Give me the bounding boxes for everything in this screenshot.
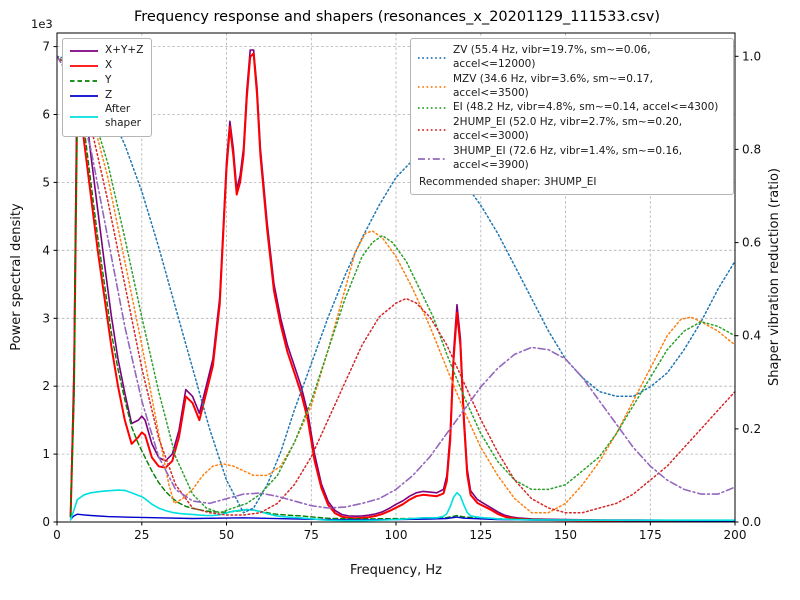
legend-line-sample xyxy=(418,85,446,88)
y-tick-label-right: 0.6 xyxy=(742,236,761,250)
x-tick-label: 150 xyxy=(554,528,577,542)
legend-label: Z xyxy=(105,88,113,101)
y-axis-offset-label: 1e3 xyxy=(31,17,53,31)
series-after-shaper xyxy=(69,489,735,522)
y-tick-label-right: 1.0 xyxy=(742,49,761,63)
y-tick-label-left: 6 xyxy=(42,108,50,122)
legend-line-sample xyxy=(70,94,98,97)
legend-label: EI (48.2 Hz, vibr=4.8%, sm~=0.14, accel<… xyxy=(453,101,719,114)
legend-item-x: X xyxy=(69,59,143,73)
legend-line-sample xyxy=(418,56,446,59)
y-tick-label-left: 4 xyxy=(42,243,50,257)
x-tick-label: 175 xyxy=(639,528,662,542)
legend-line-sample xyxy=(70,64,98,67)
legend-item-z: Z xyxy=(69,89,143,103)
legend-label: MZV (34.6 Hz, vibr=3.6%, sm~=0.17, accel… xyxy=(453,72,653,99)
series-x xyxy=(69,52,735,522)
legend-line-sample xyxy=(418,107,446,110)
y-tick-label-left: 1 xyxy=(42,447,50,461)
x-tick-label: 25 xyxy=(134,528,149,542)
series-mzv xyxy=(57,55,735,514)
legend-item-zv: ZV (55.4 Hz, vibr=19.7%, sm~=0.06, accel… xyxy=(417,44,725,72)
y-tick-label-left: 7 xyxy=(42,40,50,54)
legend-label: After shaper xyxy=(105,103,142,130)
legend-item-mzv: MZV (34.6 Hz, vibr=3.6%, sm~=0.17, accel… xyxy=(417,73,725,101)
y-tick-label-right: 0.2 xyxy=(742,422,761,436)
legend-psd: X+Y+Z X Y Z After shaper xyxy=(62,38,153,138)
x-tick-label: 50 xyxy=(219,528,234,542)
x-tick-label: 100 xyxy=(385,528,408,542)
legend-line-sample xyxy=(70,116,98,119)
legend-label: 2HUMP_EI (52.0 Hz, vibr=2.7%, sm~=0.20, … xyxy=(453,116,683,143)
legend-line-sample xyxy=(70,79,98,82)
series-zv xyxy=(57,55,735,514)
legend-item-after-shaper: After shaper xyxy=(69,103,143,131)
legend-item-y: Y xyxy=(69,74,143,88)
y-tick-label-left: 2 xyxy=(42,379,50,393)
legend-shapers: ZV (55.4 Hz, vibr=19.7%, sm~=0.06, accel… xyxy=(410,38,734,195)
y-tick-label-right: 0.0 xyxy=(742,515,761,529)
legend-line-sample xyxy=(70,50,98,52)
legend-label: ZV (55.4 Hz, vibr=19.7%, sm~=0.06, accel… xyxy=(453,44,651,70)
legend-label: Y xyxy=(105,73,112,86)
series-ei xyxy=(57,55,735,514)
legend-label: X+Y+Z xyxy=(105,44,144,56)
y-tick-label-left: 3 xyxy=(42,311,50,325)
x-axis-label: Frequency, Hz xyxy=(349,563,443,578)
legend-item-x-y-z: X+Y+Z xyxy=(69,44,143,58)
y-tick-label-right: 0.4 xyxy=(742,329,761,343)
legend-item-3hump-ei: 3HUMP_EI (72.6 Hz, vibr=1.4%, sm~=0.16, … xyxy=(417,145,725,173)
legend-item-2hump-ei: 2HUMP_EI (52.0 Hz, vibr=2.7%, sm~=0.20, … xyxy=(417,116,725,144)
x-tick-label: 75 xyxy=(304,528,319,542)
legend-line-sample xyxy=(418,157,446,160)
legend-label: X xyxy=(105,58,113,71)
y-tick-label-left: 0 xyxy=(42,515,50,529)
recommended-shaper-note: Recommended shaper: 3HUMP_EI xyxy=(419,175,597,188)
series-2hump-ei xyxy=(57,55,735,516)
x-tick-label: 0 xyxy=(53,528,61,542)
y-tick-label-right: 0.8 xyxy=(742,142,761,156)
x-tick-label: 125 xyxy=(469,528,492,542)
legend-item-ei: EI (48.2 Hz, vibr=4.8%, sm~=0.14, accel<… xyxy=(417,101,725,115)
x-tick-label: 200 xyxy=(724,528,747,542)
series-3hump-ei xyxy=(57,55,735,509)
legend-label: 3HUMP_EI (72.6 Hz, vibr=1.4%, sm~=0.16, … xyxy=(453,145,683,171)
y-tick-label-left: 5 xyxy=(42,175,50,189)
legend-line-sample xyxy=(418,129,446,132)
chart-title: Frequency response and shapers (resonanc… xyxy=(134,9,660,25)
